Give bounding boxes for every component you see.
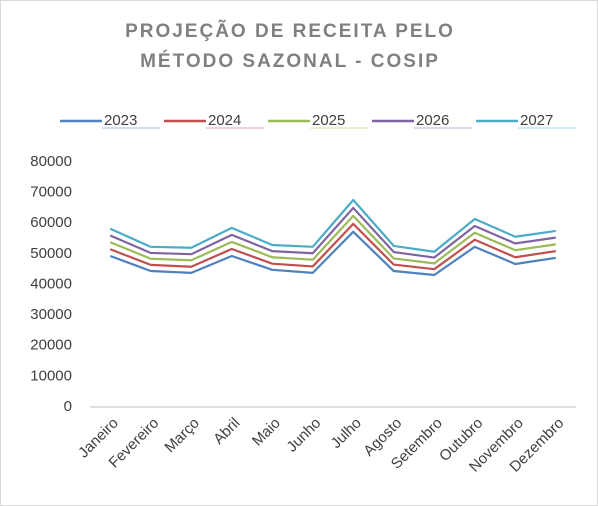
y-tick-label: 70000 (30, 184, 72, 201)
legend-label: 2024 (208, 112, 241, 129)
series-line (109, 222, 556, 271)
y-tick-label: 30000 (30, 306, 72, 323)
y-tick-label: 80000 (30, 153, 72, 170)
y-tick-label: 40000 (30, 275, 72, 292)
legend-label: 2026 (416, 112, 449, 129)
legend-label: 2027 (520, 112, 553, 129)
y-tick-label: 10000 (30, 367, 72, 384)
y-tick-label: 0 (64, 398, 72, 415)
legend-label: 2025 (312, 112, 345, 129)
series-line (109, 198, 556, 253)
y-tick-label: 20000 (30, 337, 72, 354)
chart-title: MÉTODO SAZONAL - COSIP (140, 50, 440, 72)
chart-title: PROJEÇÃO DE RECEITA PELO (125, 20, 455, 42)
series-line (109, 206, 556, 259)
legend-label: 2023 (104, 112, 137, 129)
series-line (109, 230, 556, 277)
series-line (109, 214, 556, 265)
y-tick-label: 60000 (30, 214, 72, 231)
y-tick-label: 50000 (30, 245, 72, 262)
